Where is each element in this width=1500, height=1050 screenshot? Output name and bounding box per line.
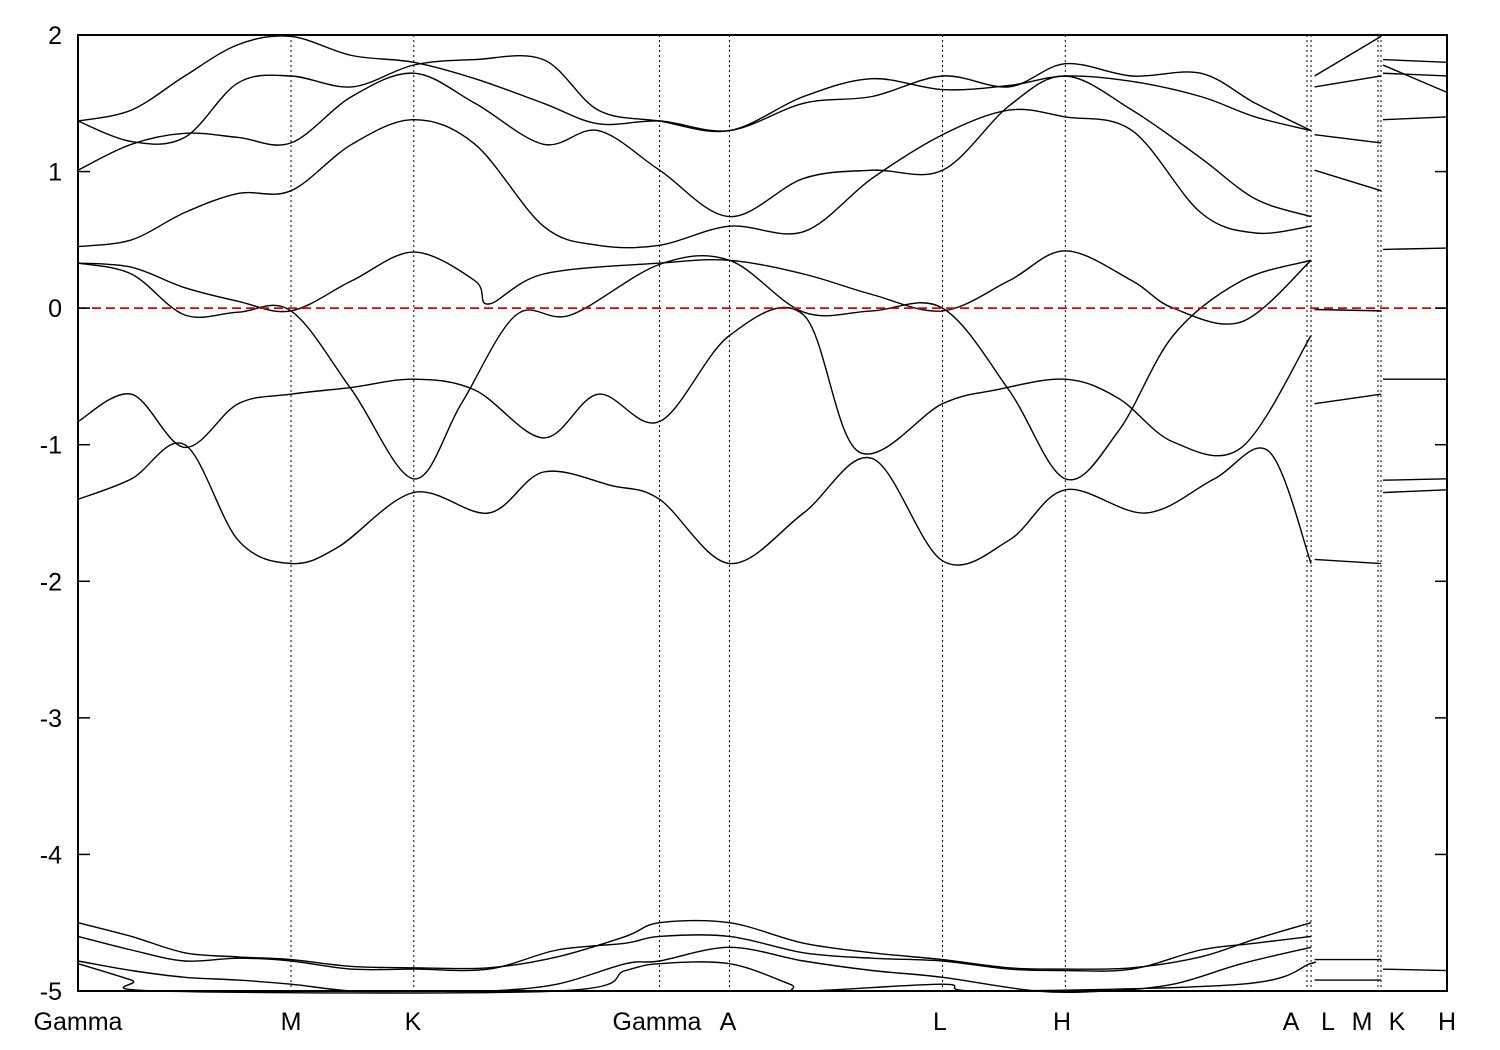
x-tick-label: A bbox=[1283, 1008, 1300, 1036]
x-tick-label: L bbox=[933, 1008, 947, 1036]
band-line bbox=[77, 306, 1312, 457]
band-curves bbox=[77, 35, 1448, 994]
y-tick-label: -1 bbox=[40, 432, 62, 460]
band-line bbox=[77, 919, 1312, 970]
x-tick-label: A bbox=[720, 1008, 737, 1036]
y-tick-label: -4 bbox=[40, 841, 62, 869]
x-tick-label: K bbox=[405, 1008, 422, 1036]
x-tick-label: Gamma bbox=[34, 1008, 123, 1036]
band-segment bbox=[1382, 58, 1448, 64]
x-tick-label: M bbox=[281, 1008, 302, 1036]
y-tick-label: -5 bbox=[40, 978, 62, 1006]
plot-frame bbox=[77, 34, 1448, 992]
band-line bbox=[77, 108, 1312, 249]
high-symmetry-lines bbox=[290, 35, 1382, 991]
x-tick-label: H bbox=[1438, 1008, 1456, 1036]
band-segment bbox=[1314, 308, 1382, 312]
band-line bbox=[77, 934, 1312, 972]
x-tick-label: K bbox=[1389, 1008, 1406, 1036]
x-tick-label: Gamma bbox=[613, 1008, 702, 1036]
band-segment bbox=[1382, 116, 1448, 121]
y-tick-label: 0 bbox=[48, 295, 62, 323]
band-line bbox=[77, 72, 1312, 218]
band-line bbox=[77, 961, 1317, 994]
y-tick-label: 2 bbox=[48, 22, 62, 50]
x-tick-label: H bbox=[1053, 1008, 1071, 1036]
x-tick-label: M bbox=[1352, 1008, 1373, 1036]
band-line bbox=[77, 54, 1312, 145]
band-line bbox=[77, 35, 1312, 132]
x-tick-label: L bbox=[1321, 1008, 1335, 1036]
y-tick-label: -2 bbox=[40, 568, 62, 596]
band-segment bbox=[1314, 134, 1382, 144]
band-segment bbox=[1382, 489, 1448, 494]
x-axis: Gamma M K Gamma A L H A L M K H bbox=[34, 1008, 1456, 1036]
band-segment bbox=[1382, 478, 1448, 481]
y-tick-label: -3 bbox=[40, 705, 62, 733]
band-line bbox=[77, 442, 1312, 566]
y-tick-label: 1 bbox=[48, 159, 62, 187]
band-segment bbox=[1314, 393, 1382, 405]
band-segment bbox=[1382, 968, 1448, 972]
band-segment bbox=[1314, 169, 1382, 192]
band-line bbox=[77, 255, 1312, 481]
band-line bbox=[77, 250, 1312, 325]
band-segment bbox=[1382, 64, 1448, 94]
band-segment bbox=[1314, 35, 1382, 77]
band-segment bbox=[1314, 75, 1382, 88]
band-segment bbox=[1382, 72, 1448, 77]
y-axis: -5 -4 -3 -2 -1 0 1 2 bbox=[40, 22, 1447, 1006]
band-segment bbox=[1382, 247, 1448, 251]
band-segment bbox=[1314, 558, 1382, 565]
